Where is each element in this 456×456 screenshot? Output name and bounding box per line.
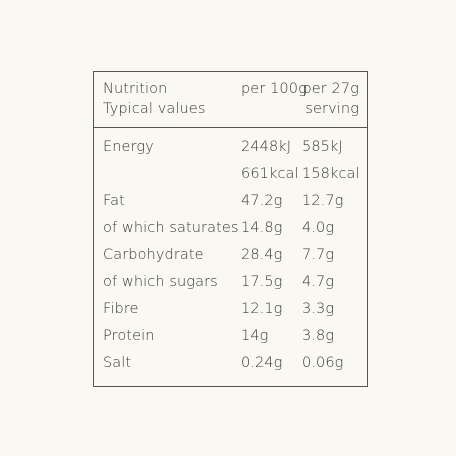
row-fat-per100: 47.2g (241, 193, 283, 209)
header-per-100g: per 100g (241, 81, 307, 97)
row-sugars-serving: 4.7g (302, 274, 335, 290)
row-energy-per100: 2448kJ (241, 139, 292, 155)
row-saturates-per100: 14.8g (241, 220, 283, 236)
nutrition-table: Nutrition Typical values per 100g per 27… (93, 71, 368, 387)
row-sugars-per100: 17.5g (241, 274, 283, 290)
row-energy-kcal-serving: 158kcal (302, 166, 360, 182)
row-salt-per100: 0.24g (241, 355, 283, 371)
header-label-nutrition: Nutrition (103, 81, 168, 97)
row-protein-name: Protein (103, 328, 155, 344)
row-carbohydrate-name: Carbohydrate (103, 247, 204, 263)
row-fat-serving: 12.7g (302, 193, 344, 209)
row-sugars-name: of which sugars (103, 274, 218, 290)
header-per-serving-line2: serving (305, 101, 359, 117)
table-header: Nutrition Typical values per 100g per 27… (94, 72, 367, 128)
row-saturates-name: of which saturates (103, 220, 239, 236)
row-protein-serving: 3.8g (302, 328, 335, 344)
row-carbohydrate-per100: 28.4g (241, 247, 283, 263)
row-fibre-per100: 12.1g (241, 301, 283, 317)
row-fibre-name: Fibre (103, 301, 139, 317)
row-energy-name: Energy (103, 139, 154, 155)
row-salt-serving: 0.06g (302, 355, 344, 371)
row-saturates-serving: 4.0g (302, 220, 335, 236)
row-salt-name: Salt (103, 355, 132, 371)
row-fat-name: Fat (103, 193, 125, 209)
row-fibre-serving: 3.3g (302, 301, 335, 317)
row-protein-per100: 14g (241, 328, 269, 344)
row-energy-kcal-per100: 661kcal (241, 166, 299, 182)
header-label-typical-values: Typical values (103, 101, 206, 117)
row-energy-serving: 585kJ (302, 139, 343, 155)
header-per-serving-line1: per 27g (302, 81, 359, 97)
row-carbohydrate-serving: 7.7g (302, 247, 335, 263)
